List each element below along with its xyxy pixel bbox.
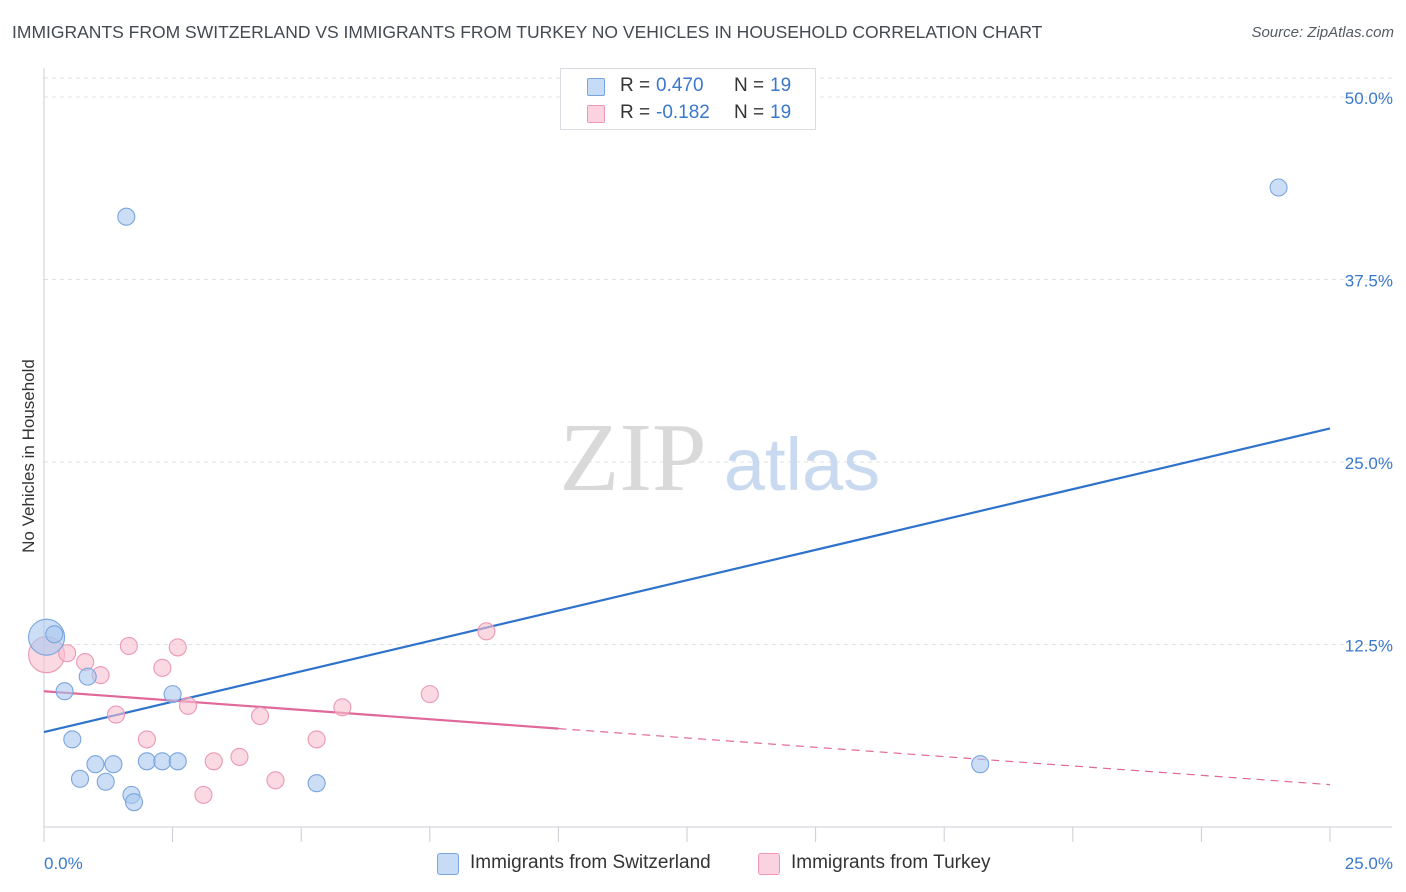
turkey-point [168,638,187,657]
turkey-point [153,658,172,677]
legend-n-label: N = [734,75,765,96]
y-tick-label: 50.0% [1345,89,1393,108]
y-tick-label: 25.0% [1345,454,1393,473]
legend-swatch-pink [587,105,605,123]
axes [43,68,1392,842]
turkey-point [178,696,198,715]
switzerland-point [168,752,187,771]
tick-labels: 12.5% 25.0% 37.5% 50.0% 0.0% 25.0% [44,89,1393,873]
legend-n-value: 19 [770,102,792,123]
watermark-zip: ZIP [560,404,707,512]
legend-r-value: -0.182 [656,102,710,123]
switzerland-point [55,682,74,701]
switzerland-point [153,752,172,771]
switzerland-point [104,755,123,774]
turkey-point [106,705,126,724]
switzerland-point [971,755,990,774]
x-tick-label: 25.0% [1345,854,1393,873]
series-label-switzerland: Immigrants from Switzerland [470,852,711,873]
data-points [28,178,1288,812]
switzerland-point [63,730,82,749]
trend-line-turkey-dashed [558,727,1331,786]
turkey-point [230,747,249,766]
legend-n-label: N = [734,102,765,123]
switzerland-point [124,793,144,812]
turkey-point [58,644,77,663]
y-tick-label: 12.5% [1345,636,1393,655]
switzerland-point [163,685,182,704]
chart-title: IMMIGRANTS FROM SWITZERLAND VS IMMIGRANT… [12,22,1043,42]
y-tick-label: 37.5% [1345,271,1393,290]
legend-r-value: 0.470 [656,75,704,96]
turkey-point [266,771,285,790]
turkey-point [194,785,213,804]
correlation-legend: R = 0.470 N = 19 R = -0.182 N = 19 [560,68,816,130]
legend-r-label: R = [620,75,651,96]
legend-n-value: 19 [770,75,792,96]
y-axis-label: No Vehicles in Household [19,359,38,553]
trend-line-switzerland [43,427,1331,734]
turkey-point [250,706,270,726]
turkey-point [420,685,439,704]
switzerland-point [78,667,97,686]
series-label-turkey: Immigrants from Turkey [791,852,991,873]
turkey-point [477,622,496,641]
switzerland-point [117,207,136,226]
switzerland-point [1269,178,1288,197]
turkey-point [204,752,223,771]
legend-r-label: R = [620,102,651,123]
switzerland-point [45,625,64,644]
legend-swatch-blue [587,78,605,96]
trend-line-turkey [43,690,559,730]
series-swatch-blue [437,853,459,875]
turkey-point [137,730,156,749]
x-tick-label: 0.0% [44,854,83,873]
source-label: Source: ZipAtlas.com [1251,24,1394,41]
watermark-atlas: atlas [724,423,880,506]
turkey-point [307,730,326,749]
watermark: ZIP atlas [560,404,881,512]
gridlines [44,77,1392,645]
turkey-point [333,698,352,717]
switzerland-point [96,772,115,791]
trend-lines [43,427,1331,786]
switzerland-point [137,752,156,771]
switzerland-point [86,755,105,774]
switzerland-point [307,774,326,793]
series-swatch-pink [758,853,780,875]
turkey-point [119,636,138,656]
switzerland-point [70,769,90,788]
